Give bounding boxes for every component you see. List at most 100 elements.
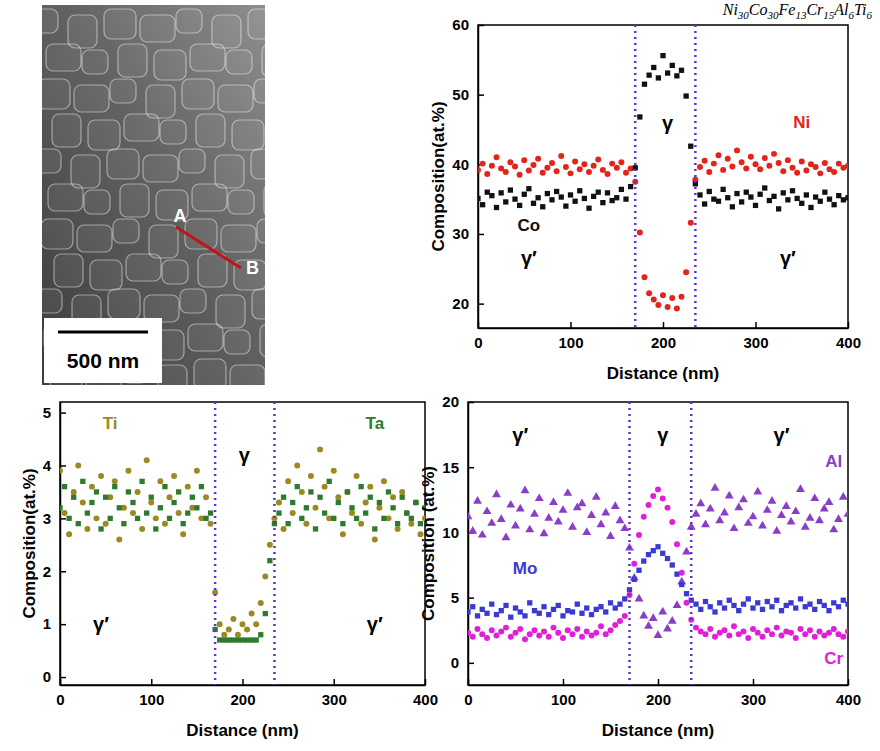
x-axis: 0100200300400: [464, 679, 861, 708]
data-point: [702, 201, 707, 206]
data-point: [812, 634, 818, 640]
precipitate-shape: [120, 184, 149, 217]
data-point: [632, 577, 637, 582]
data-point: [518, 609, 523, 614]
data-point: [494, 612, 499, 617]
data-point: [731, 623, 737, 629]
data-point: [825, 497, 834, 505]
data-point: [763, 505, 772, 513]
data-point: [281, 526, 287, 532]
data-point: [494, 205, 499, 210]
phase-boundary: [273, 402, 276, 685]
data-point: [818, 199, 823, 204]
title-part: 13: [795, 9, 807, 21]
data-point: [327, 479, 332, 484]
data-point: [619, 187, 624, 192]
data-point: [644, 621, 653, 629]
data-point: [688, 220, 694, 226]
data-point: [785, 197, 790, 202]
data-point: [679, 68, 684, 73]
data-point: [776, 160, 782, 166]
data-point: [525, 525, 534, 533]
data-point: [267, 542, 273, 548]
title-part: Cr: [806, 1, 824, 18]
data-point: [176, 489, 181, 494]
data-point: [399, 489, 405, 495]
data-point: [508, 634, 514, 640]
data-point: [753, 161, 759, 167]
data-point: [203, 494, 209, 500]
tick: 100: [558, 322, 583, 351]
data-point: [586, 169, 592, 175]
data-point: [480, 202, 485, 207]
data-point: [684, 600, 690, 606]
data-point: [779, 632, 785, 638]
data-point: [711, 483, 720, 491]
precipitate-shape: [212, 15, 241, 48]
data-point: [487, 518, 496, 526]
x-axis: 0100200300400: [474, 322, 861, 351]
data-point: [258, 600, 264, 606]
data-point: [377, 500, 382, 505]
precipitate-shape: [118, 44, 147, 77]
data-point: [263, 611, 268, 616]
data-point: [295, 484, 300, 489]
precipitate-shape: [126, 254, 161, 281]
data-point: [331, 516, 336, 521]
data-point: [153, 526, 158, 531]
data-point: [596, 190, 601, 195]
label-patch: [91, 613, 111, 635]
data-point: [285, 521, 290, 526]
data-point: [507, 159, 513, 165]
data-point: [706, 504, 715, 512]
data-point: [605, 190, 610, 195]
data-point: [748, 154, 754, 160]
series: [468, 544, 848, 620]
y-axis-title: Composition (at.%): [419, 466, 438, 621]
tick-label: 60: [452, 16, 469, 33]
data-point: [84, 526, 90, 532]
data-point: [148, 500, 154, 506]
data-point: [66, 531, 72, 537]
data-point: [508, 187, 513, 192]
series-label: Ni: [793, 113, 810, 132]
data-point: [217, 621, 223, 627]
phase-boundary: [214, 402, 217, 685]
precipitate-shape: [140, 15, 175, 42]
data-point: [844, 509, 848, 517]
data-point: [739, 199, 744, 204]
data-point: [563, 164, 569, 170]
data-point: [549, 497, 558, 505]
data-point: [535, 493, 544, 501]
data-point: [649, 613, 658, 621]
data-point: [660, 496, 666, 502]
data-point: [157, 478, 163, 484]
series: [60, 479, 425, 643]
data-point: [478, 196, 481, 201]
tick-label: 400: [413, 691, 438, 708]
data-point: [584, 629, 590, 635]
data-point: [702, 158, 708, 164]
data-point: [358, 521, 364, 527]
data-point: [736, 608, 741, 613]
data-point: [782, 501, 791, 509]
tick: 200: [651, 322, 676, 351]
data-point: [497, 514, 506, 522]
data-point: [76, 521, 81, 526]
title-part: Ni: [722, 1, 738, 18]
data-point: [158, 505, 163, 510]
plot-frame: [60, 402, 425, 685]
data-point: [768, 496, 777, 504]
data-point: [546, 612, 551, 617]
data-point: [813, 194, 818, 199]
tick-label: 300: [743, 334, 768, 351]
tick-label: 200: [651, 334, 676, 351]
data-point: [468, 609, 471, 614]
data-point: [799, 159, 805, 165]
data-point: [478, 530, 487, 538]
data-point: [108, 516, 113, 521]
data-point: [803, 604, 808, 609]
data-point: [475, 626, 481, 632]
data-point: [611, 501, 620, 509]
data-point: [651, 65, 656, 70]
